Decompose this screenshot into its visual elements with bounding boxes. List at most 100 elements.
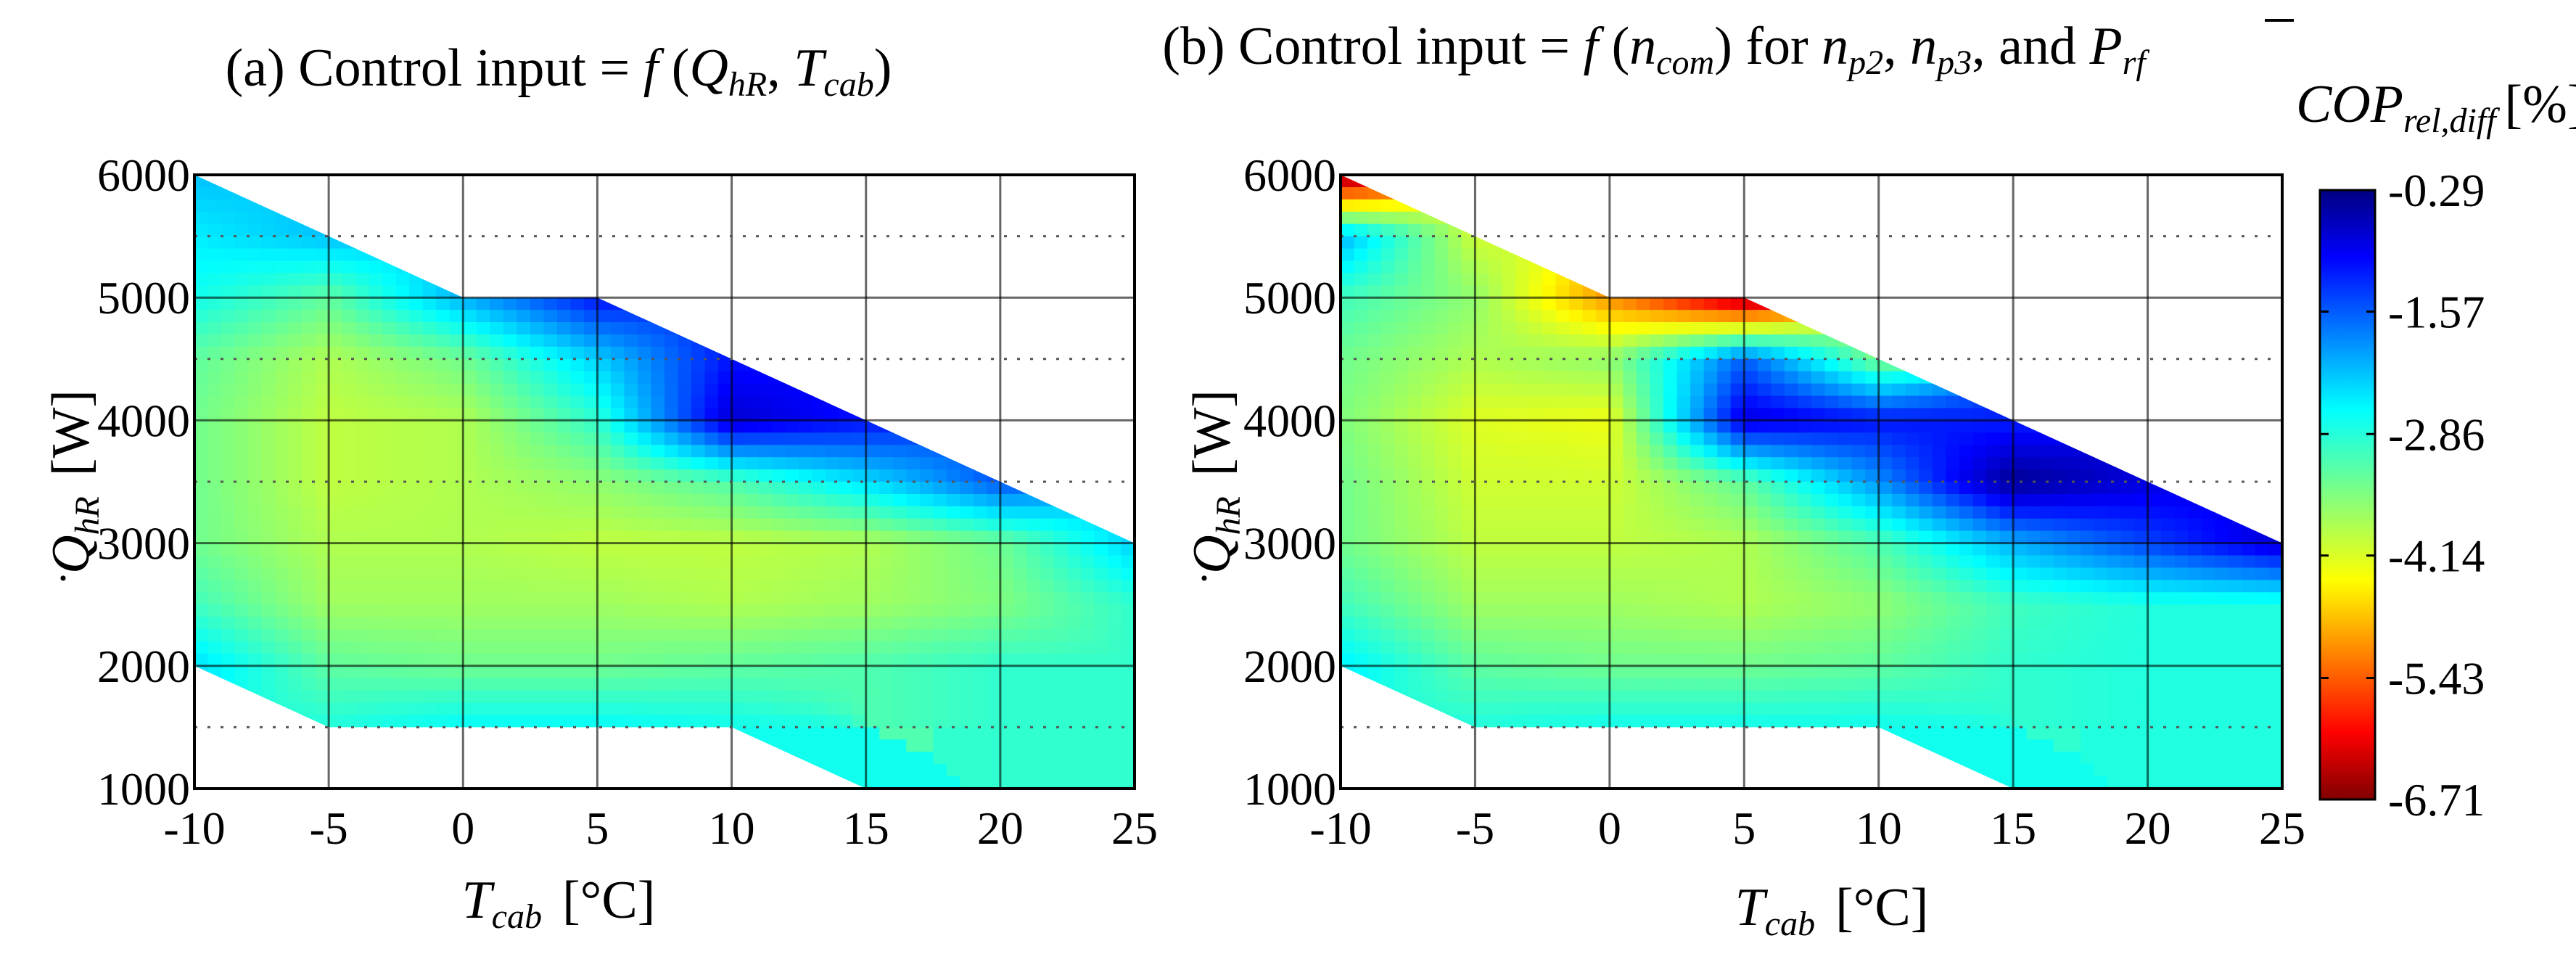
contour-cell: [772, 518, 786, 532]
contour-cell: [342, 641, 356, 654]
contour-cell: [772, 555, 786, 569]
contour-cell: [395, 482, 411, 495]
contour-cell: [624, 629, 638, 642]
contour-cell: [1040, 715, 1055, 728]
contour-cell: [892, 567, 908, 581]
contour-cell: [946, 567, 961, 581]
contour-cell: [543, 346, 558, 360]
contour-cell: [772, 469, 786, 482]
contour-cell: [1421, 310, 1436, 323]
contour-cell: [207, 248, 222, 262]
contour-cell: [463, 408, 477, 422]
contour-cell: [315, 665, 329, 679]
contour-cell: [1094, 629, 1108, 642]
contour-cell: [1448, 346, 1462, 360]
contour-cell: [812, 493, 826, 507]
contour-cell: [678, 493, 692, 507]
contour-cell: [463, 322, 477, 335]
contour-cell: [436, 334, 450, 348]
contour-cell: [248, 236, 263, 250]
contour-cell: [1394, 260, 1409, 274]
contour-cell: [906, 506, 921, 519]
contour-cell: [302, 346, 316, 360]
contour-cell: [745, 543, 760, 556]
contour-cell: [691, 715, 706, 728]
contour-cell: [691, 567, 706, 581]
contour-cell: [1394, 285, 1409, 298]
contour-cell: [1824, 395, 1839, 409]
contour-cell: [906, 567, 921, 581]
contour-cell: [422, 567, 437, 581]
contour-cell: [597, 482, 612, 495]
contour-cell: [1542, 420, 1557, 434]
contour-cell: [987, 653, 1001, 667]
contour-cell: [597, 678, 612, 691]
contour-cell: [1053, 702, 1069, 716]
contour-cell: [1067, 567, 1082, 581]
contour-cell: [315, 395, 329, 409]
contour-cell: [395, 715, 411, 728]
contour-cell: [1502, 358, 1516, 372]
contour-cell: [1341, 420, 1355, 434]
contour-cell: [234, 567, 249, 581]
contour-cell: [449, 334, 464, 348]
contour-cell: [517, 530, 531, 544]
contour-cell: [1434, 297, 1449, 311]
contour-cell: [221, 248, 236, 262]
contour-cell: [556, 678, 572, 691]
contour-cell: [248, 580, 263, 593]
contour-cell: [369, 408, 383, 422]
contour-cell: [1488, 322, 1503, 335]
contour-cell: [288, 395, 303, 409]
contour-cell: [1000, 629, 1015, 642]
contour-cell: [785, 445, 799, 458]
contour-cell: [624, 580, 638, 593]
contour-cell: [1542, 310, 1557, 323]
contour-cell: [503, 555, 518, 569]
contour-cell: [503, 506, 518, 519]
contour-cell: [610, 715, 625, 728]
contour-cell: [678, 506, 692, 519]
contour-cell: [839, 457, 853, 470]
contour-cell: [194, 445, 209, 458]
contour-cell: [1730, 310, 1745, 323]
contour-cell: [892, 715, 908, 728]
contour-cell: [799, 395, 813, 409]
contour-cell: [852, 432, 867, 446]
contour-cell: [906, 604, 921, 617]
contour-cell: [1757, 346, 1772, 360]
contour-cell: [785, 653, 799, 667]
contour-cell: [731, 678, 746, 691]
contour-cell: [315, 420, 329, 434]
contour-cell: [839, 727, 853, 741]
y-tick-label: 5000: [97, 272, 190, 324]
contour-cell: [221, 641, 236, 654]
contour-cell: [973, 641, 988, 654]
contour-cell: [1502, 383, 1516, 397]
contour-cell: [678, 358, 692, 372]
contour-cell: [234, 273, 249, 287]
contour-cell: [637, 604, 652, 617]
contour-cell: [530, 310, 545, 323]
contour-cell: [1582, 358, 1597, 372]
contour-cell: [745, 629, 760, 642]
contour-cell: [556, 617, 572, 630]
contour-cell: [987, 665, 1001, 679]
contour-cell: [1932, 395, 1947, 409]
contour-cell: [1461, 358, 1476, 372]
contour-cell: [879, 506, 894, 519]
contour-cell: [409, 493, 424, 507]
contour-cell: [449, 383, 464, 397]
contour-cell: [1013, 506, 1028, 519]
contour-cell: [436, 469, 450, 482]
contour-cell: [610, 690, 625, 704]
contour-cell: [1448, 383, 1462, 397]
contour-cell: [933, 678, 947, 691]
contour-cell: [302, 273, 316, 287]
contour-cell: [799, 530, 813, 544]
contour-cell: [422, 445, 437, 458]
contour-cell: [463, 592, 477, 605]
contour-cell: [1730, 420, 1745, 434]
contour-cell: [261, 445, 276, 458]
contour-cell: [704, 530, 719, 544]
